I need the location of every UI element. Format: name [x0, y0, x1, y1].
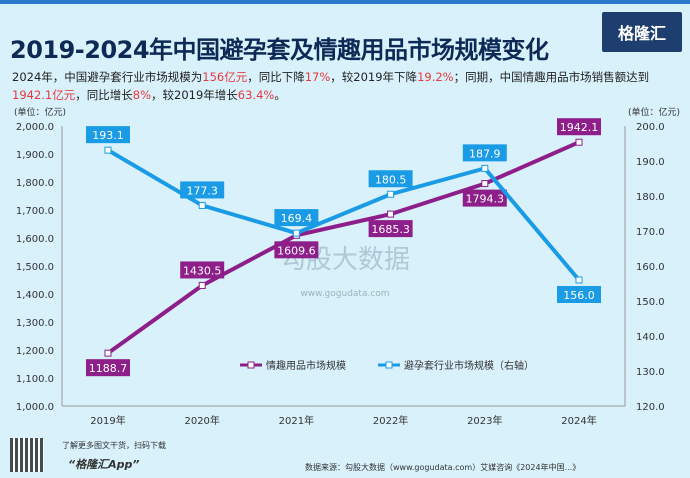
- left-tick-label: 1,900.0: [16, 150, 54, 161]
- data-point: [481, 164, 489, 172]
- summary-segment: 。: [274, 88, 286, 102]
- source-text: 数据来源：勾股大数据（www.gogudata.com）艾媒咨询《2024年中国…: [305, 463, 581, 472]
- right-tick-label: 140.0: [636, 332, 665, 343]
- data-label-bg: [462, 189, 507, 207]
- right-tick-label: 180.0: [636, 192, 665, 203]
- data-label: 1685.3: [371, 223, 410, 236]
- summary-segment: 156亿元: [202, 70, 248, 84]
- data-point: [292, 229, 300, 237]
- left-tick-label: 1,000.0: [16, 402, 54, 413]
- left-tick-label: 1,400.0: [16, 290, 54, 301]
- data-label: 1430.5: [183, 264, 222, 277]
- summary-segment: ，同比增长: [75, 88, 133, 102]
- left-tick-label: 1,100.0: [16, 374, 54, 385]
- data-point: [104, 349, 112, 357]
- data-label: 1609.6: [277, 244, 316, 257]
- left-tick-label: 2,000.0: [16, 122, 54, 133]
- data-label: 169.4: [281, 212, 313, 225]
- summary-segment: 19.2%: [417, 70, 454, 84]
- data-label-bg: [557, 118, 601, 136]
- right-tick-label: 120.0: [636, 402, 665, 413]
- data-point: [387, 190, 395, 198]
- data-label-bg: [557, 286, 601, 303]
- data-label-bg: [180, 181, 225, 199]
- right-tick-label: 170.0: [636, 227, 665, 238]
- x-tick-label: 2024年: [561, 414, 596, 427]
- qr-code: [10, 438, 44, 472]
- left-tick-label: 1,300.0: [16, 318, 54, 329]
- data-label: 156.0: [563, 289, 595, 302]
- right-tick-label: 160.0: [636, 262, 665, 273]
- data-label-bg: [86, 359, 130, 377]
- legend-marker: [385, 361, 393, 369]
- app-name: “格隆汇App”: [68, 458, 140, 471]
- summary-segment: 2024年，中国避孕套行业市场规模为: [12, 70, 203, 84]
- data-point: [387, 210, 395, 218]
- left-tick-label: 1,700.0: [16, 206, 54, 217]
- data-label-bg: [180, 261, 225, 279]
- legend-label: 情趣用品市场规模: [266, 359, 346, 372]
- summary-segment: 63.4%: [237, 88, 275, 102]
- x-tick-label: 2020年: [184, 414, 219, 427]
- data-label: 1942.1: [560, 121, 599, 134]
- left-tick-label: 1,200.0: [16, 346, 54, 357]
- summary-segment: 17%: [304, 70, 331, 84]
- left-tick-label: 1,600.0: [16, 234, 54, 245]
- right-axis-label: (单位：亿元): [628, 106, 680, 118]
- summary-text: 2024年，中国避孕套行业市场规模为156亿元，同比下降17%，较2019年下降…: [12, 68, 652, 104]
- summary-segment: 1942.1亿元: [12, 88, 76, 102]
- data-label-bg: [86, 126, 130, 144]
- left-tick-label: 1,800.0: [16, 178, 54, 189]
- data-label-bg: [274, 241, 319, 259]
- left-tick-label: 1,500.0: [16, 262, 54, 273]
- data-label: 193.1: [92, 129, 124, 142]
- brand-logo: 格隆汇: [602, 12, 682, 52]
- data-label: 177.3: [186, 184, 218, 197]
- right-tick-label: 190.0: [636, 157, 665, 168]
- data-label-bg: [368, 170, 413, 188]
- summary-segment: ，较2019年增长: [151, 88, 238, 102]
- right-tick-label: 130.0: [636, 367, 665, 378]
- data-point: [198, 201, 206, 209]
- x-tick-label: 2022年: [373, 414, 408, 427]
- summary-segment: ，同比下降: [247, 70, 305, 84]
- data-label: 1794.3: [466, 193, 505, 206]
- data-point: [575, 276, 583, 284]
- left-axis-label: (单位：亿元): [14, 106, 66, 118]
- series-line-0: [106, 140, 580, 355]
- qr-text: 了解更多图文干货，扫码下载: [62, 441, 166, 450]
- data-label-bg: [462, 144, 507, 162]
- data-point: [575, 138, 583, 146]
- watermark-url: www.gogudata.com: [300, 289, 389, 299]
- legend-label: 避孕套行业市场规模（右轴）: [404, 359, 534, 372]
- legend-marker: [247, 361, 255, 369]
- x-tick-label: 2021年: [279, 414, 314, 427]
- x-tick-label: 2019年: [90, 414, 125, 427]
- data-point: [104, 146, 112, 154]
- top-bar: [0, 0, 690, 4]
- data-label: 1188.7: [89, 362, 128, 375]
- data-label: 180.5: [375, 173, 407, 186]
- page-title: 2019-2024年中国避孕套及情趣用品市场规模变化: [10, 36, 549, 64]
- summary-segment: ；同期，中国情趣用品市场销售额达到: [453, 70, 650, 84]
- right-tick-label: 150.0: [636, 297, 665, 308]
- data-label: 187.9: [469, 147, 501, 160]
- data-point: [481, 180, 489, 188]
- x-tick-label: 2023年: [467, 414, 502, 427]
- right-tick-label: 200.0: [636, 122, 665, 133]
- data-point: [198, 281, 206, 289]
- summary-segment: ，较2019年下降: [330, 70, 418, 84]
- summary-segment: 8%: [132, 88, 151, 102]
- data-label-bg: [368, 220, 413, 238]
- data-label-bg: [274, 209, 319, 227]
